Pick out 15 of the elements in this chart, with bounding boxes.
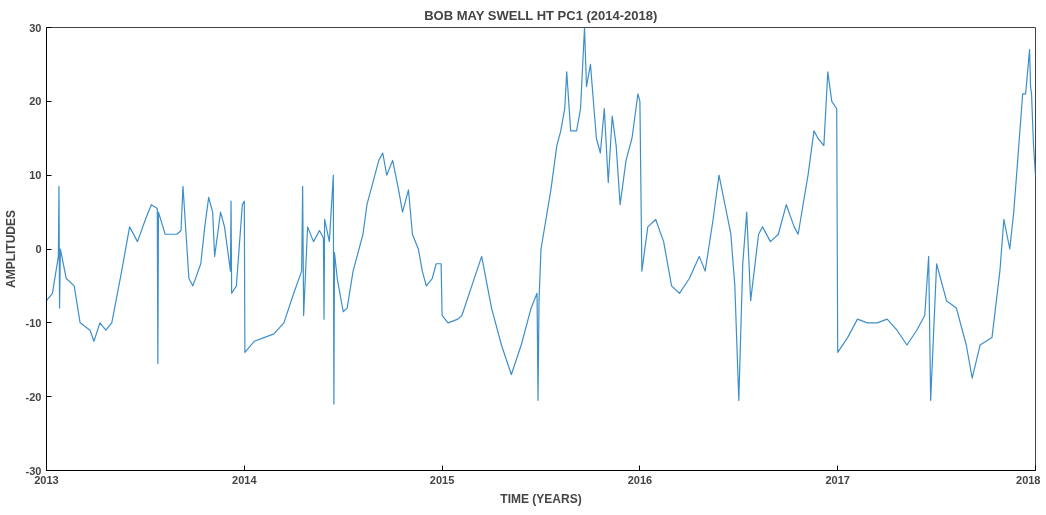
x-tick-label: 2016 — [627, 473, 653, 486]
y-tick-label: 0 — [35, 243, 42, 255]
y-tick-label: 30 — [29, 21, 42, 34]
x-tick-label: 2015 — [429, 473, 455, 486]
y-tick-label: 20 — [29, 95, 42, 108]
x-tick-label: 2014 — [232, 473, 258, 486]
y-axis-title: AMPLITUDES — [3, 210, 18, 288]
x-tick-label: 2017 — [825, 473, 850, 486]
y-tick-label: -20 — [25, 390, 42, 403]
y-tick-label: -10 — [25, 316, 42, 329]
chart-title: BOB MAY SWELL HT PC1 (2014-2018) — [424, 7, 658, 23]
line-series — [46, 27, 1036, 405]
y-tick-label: 10 — [29, 169, 42, 182]
x-tick-label: 2018 — [1016, 473, 1041, 486]
x-axis-title: TIME (YEARS) — [500, 491, 582, 506]
